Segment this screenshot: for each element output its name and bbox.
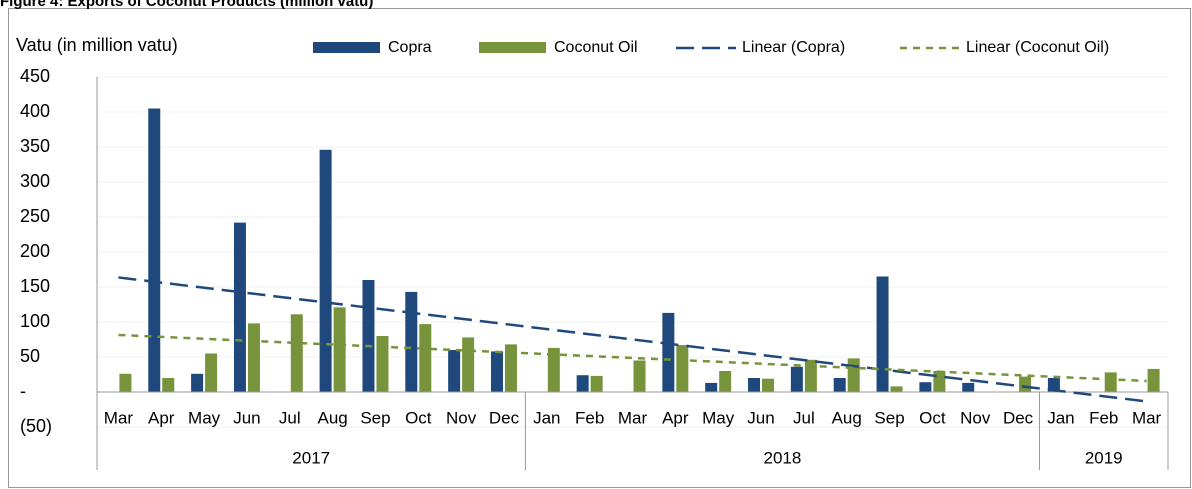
bar: [405, 291, 418, 392]
legend-swatch: [313, 42, 380, 53]
x-tick-label: May: [702, 408, 735, 427]
x-tick-label: Mar: [1132, 408, 1162, 427]
bar: [705, 382, 718, 392]
bar: [247, 323, 260, 392]
legend-swatch: [479, 42, 546, 53]
bar: [590, 375, 603, 392]
legend-label: Linear (Coconut Oil): [966, 39, 1109, 56]
x-tick-label: Feb: [575, 408, 604, 427]
bar: [362, 280, 375, 392]
x-tick-label: Feb: [1089, 408, 1118, 427]
x-tick-label: Aug: [317, 408, 347, 427]
x-tick-label: Sep: [360, 408, 390, 427]
bar: [919, 382, 932, 392]
y-tick-label: 400: [20, 101, 50, 121]
bar: [719, 371, 732, 392]
bar: [933, 371, 946, 392]
y-tick-label: (50): [20, 416, 52, 436]
x-tick-label: Mar: [618, 408, 648, 427]
x-tick-label: Jan: [533, 408, 560, 427]
bar: [804, 359, 817, 392]
bar: [319, 149, 332, 392]
y-tick-label: 250: [20, 206, 50, 226]
x-tick-label: Jun: [233, 408, 260, 427]
x-tick-label: Oct: [919, 408, 946, 427]
bar: [547, 347, 560, 392]
bar: [462, 337, 475, 392]
y-tick-label: 450: [20, 66, 50, 86]
x-tick-label: Apr: [662, 408, 689, 427]
x-tick-label: Nov: [960, 408, 991, 427]
legend-label: Coconut Oil: [554, 39, 638, 56]
bar: [748, 378, 761, 392]
chart-title: Figure 4: Exports of Coconut Products (m…: [0, 0, 373, 10]
bar: [290, 314, 303, 392]
legend-label: Linear (Copra): [742, 39, 845, 56]
group-label: 2019: [1085, 448, 1123, 467]
bar: [1147, 368, 1160, 392]
bar: [376, 336, 389, 392]
bar: [890, 386, 903, 392]
legend-label: Copra: [388, 39, 432, 56]
x-tick-label: Nov: [446, 408, 477, 427]
x-tick-label: Jun: [747, 408, 774, 427]
bar: [233, 222, 246, 392]
y-tick-label: -: [20, 381, 26, 401]
trendline: [118, 276, 1147, 403]
bar: [490, 351, 503, 392]
bar: [504, 344, 517, 392]
bar: [448, 350, 461, 392]
y-tick-label: 200: [20, 241, 50, 261]
bar: [119, 373, 132, 392]
y-axis-label: Vatu (in million vatu): [16, 35, 178, 55]
bar: [962, 382, 975, 392]
x-tick-label: Sep: [874, 408, 904, 427]
trendline: [118, 333, 1147, 383]
x-tick-label: Aug: [832, 408, 862, 427]
y-tick-label: 300: [20, 171, 50, 191]
bar: [633, 360, 646, 392]
bar: [1019, 376, 1032, 392]
bar: [762, 378, 775, 392]
x-tick-label: Dec: [1003, 408, 1034, 427]
y-tick-label: 100: [20, 311, 50, 331]
x-tick-label: May: [188, 408, 221, 427]
x-tick-label: Apr: [148, 408, 175, 427]
x-tick-label: Oct: [405, 408, 432, 427]
bar: [419, 324, 432, 392]
y-tick-label: 350: [20, 136, 50, 156]
y-tick-label: 50: [20, 346, 40, 366]
x-tick-label: Dec: [489, 408, 520, 427]
bar: [1047, 378, 1060, 392]
x-tick-label: Jul: [793, 408, 815, 427]
bar: [191, 373, 204, 392]
x-tick-label: Jan: [1047, 408, 1074, 427]
group-label: 2018: [764, 448, 802, 467]
bar: [847, 358, 860, 392]
bar: [333, 307, 346, 392]
group-label: 2017: [292, 448, 330, 467]
x-tick-label: Mar: [104, 408, 134, 427]
x-tick-label: Jul: [279, 408, 301, 427]
bar: [205, 353, 218, 392]
y-tick-label: 150: [20, 276, 50, 296]
bar: [833, 378, 846, 392]
bar: [790, 366, 803, 392]
bar: [662, 312, 675, 392]
bar: [162, 378, 175, 392]
bar: [1104, 372, 1117, 392]
bar: [576, 375, 589, 392]
bar: [676, 345, 689, 392]
bar: [148, 108, 161, 392]
chart-border: [8, 8, 1191, 488]
bar: [876, 276, 889, 392]
